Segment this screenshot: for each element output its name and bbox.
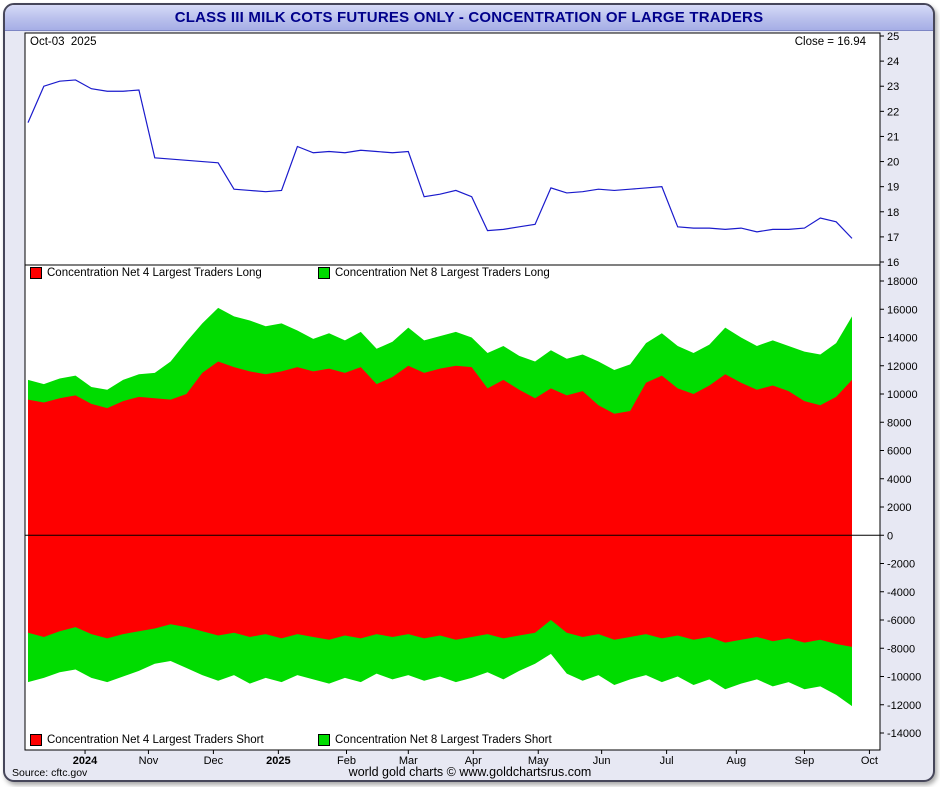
svg-text:Jun: Jun <box>593 755 611 767</box>
svg-text:-6000: -6000 <box>887 615 915 627</box>
svg-text:-14000: -14000 <box>887 728 921 740</box>
svg-text:Jul: Jul <box>660 755 674 767</box>
svg-text:Aug: Aug <box>727 755 747 767</box>
svg-text:24: 24 <box>887 56 899 68</box>
legend-net8-long-label: Concentration Net 8 Largest Traders Long <box>335 267 550 279</box>
svg-text:Nov: Nov <box>139 755 159 767</box>
svg-text:2000: 2000 <box>887 502 911 514</box>
svg-text:20: 20 <box>887 157 899 169</box>
svg-text:6000: 6000 <box>887 446 911 458</box>
svg-text:16000: 16000 <box>887 304 918 316</box>
svg-text:19: 19 <box>887 182 899 194</box>
svg-text:22: 22 <box>887 106 899 118</box>
svg-text:17: 17 <box>887 232 899 244</box>
svg-text:0: 0 <box>887 530 893 542</box>
svg-text:-10000: -10000 <box>887 672 921 684</box>
svg-text:2025: 2025 <box>266 755 290 767</box>
legend-net4-long: Concentration Net 4 Largest Traders Long <box>30 267 262 279</box>
svg-text:2024: 2024 <box>73 755 98 767</box>
legend-net8-short: Concentration Net 8 Largest Traders Shor… <box>318 734 552 746</box>
source-label: Source: cftc.gov <box>12 767 88 779</box>
green-swatch-icon <box>318 734 330 746</box>
legend-net4-short-label: Concentration Net 4 Largest Traders Shor… <box>47 734 264 746</box>
legend-net8-long: Concentration Net 8 Largest Traders Long <box>318 267 550 279</box>
title-bar: CLASS III MILK COTS FUTURES ONLY - CONCE… <box>5 5 933 31</box>
svg-text:Dec: Dec <box>204 755 224 767</box>
svg-text:May: May <box>528 755 549 767</box>
svg-text:23: 23 <box>887 81 899 93</box>
credit-label: world gold charts © www.goldchartsrus.co… <box>348 765 592 779</box>
green-swatch-icon <box>318 267 330 279</box>
svg-text:14000: 14000 <box>887 333 918 345</box>
svg-text:Oct: Oct <box>861 755 878 767</box>
legend-net8-short-label: Concentration Net 8 Largest Traders Shor… <box>335 734 552 746</box>
red-swatch-icon <box>30 734 42 746</box>
svg-text:Apr: Apr <box>465 755 482 767</box>
svg-text:-4000: -4000 <box>887 587 915 599</box>
report-date-label: Oct-03 2025 <box>30 36 97 48</box>
svg-text:-2000: -2000 <box>887 559 915 571</box>
svg-text:-8000: -8000 <box>887 643 915 655</box>
svg-text:16: 16 <box>887 257 899 269</box>
svg-text:12000: 12000 <box>887 361 918 373</box>
close-price-label: Close = 16.94 <box>794 36 866 48</box>
svg-text:4000: 4000 <box>887 474 911 486</box>
svg-text:10000: 10000 <box>887 389 918 401</box>
red-swatch-icon <box>30 267 42 279</box>
svg-text:21: 21 <box>887 131 899 143</box>
svg-text:8000: 8000 <box>887 417 911 429</box>
svg-text:Mar: Mar <box>399 755 418 767</box>
legend-net4-short: Concentration Net 4 Largest Traders Shor… <box>30 734 264 746</box>
svg-text:-12000: -12000 <box>887 700 921 712</box>
svg-text:Sep: Sep <box>795 755 815 767</box>
svg-text:25: 25 <box>887 31 899 43</box>
svg-text:18000: 18000 <box>887 276 918 288</box>
page-title: CLASS III MILK COTS FUTURES ONLY - CONCE… <box>174 9 764 26</box>
svg-text:Feb: Feb <box>337 755 356 767</box>
svg-text:18: 18 <box>887 207 899 219</box>
legend-net4-long-label: Concentration Net 4 Largest Traders Long <box>47 267 262 279</box>
